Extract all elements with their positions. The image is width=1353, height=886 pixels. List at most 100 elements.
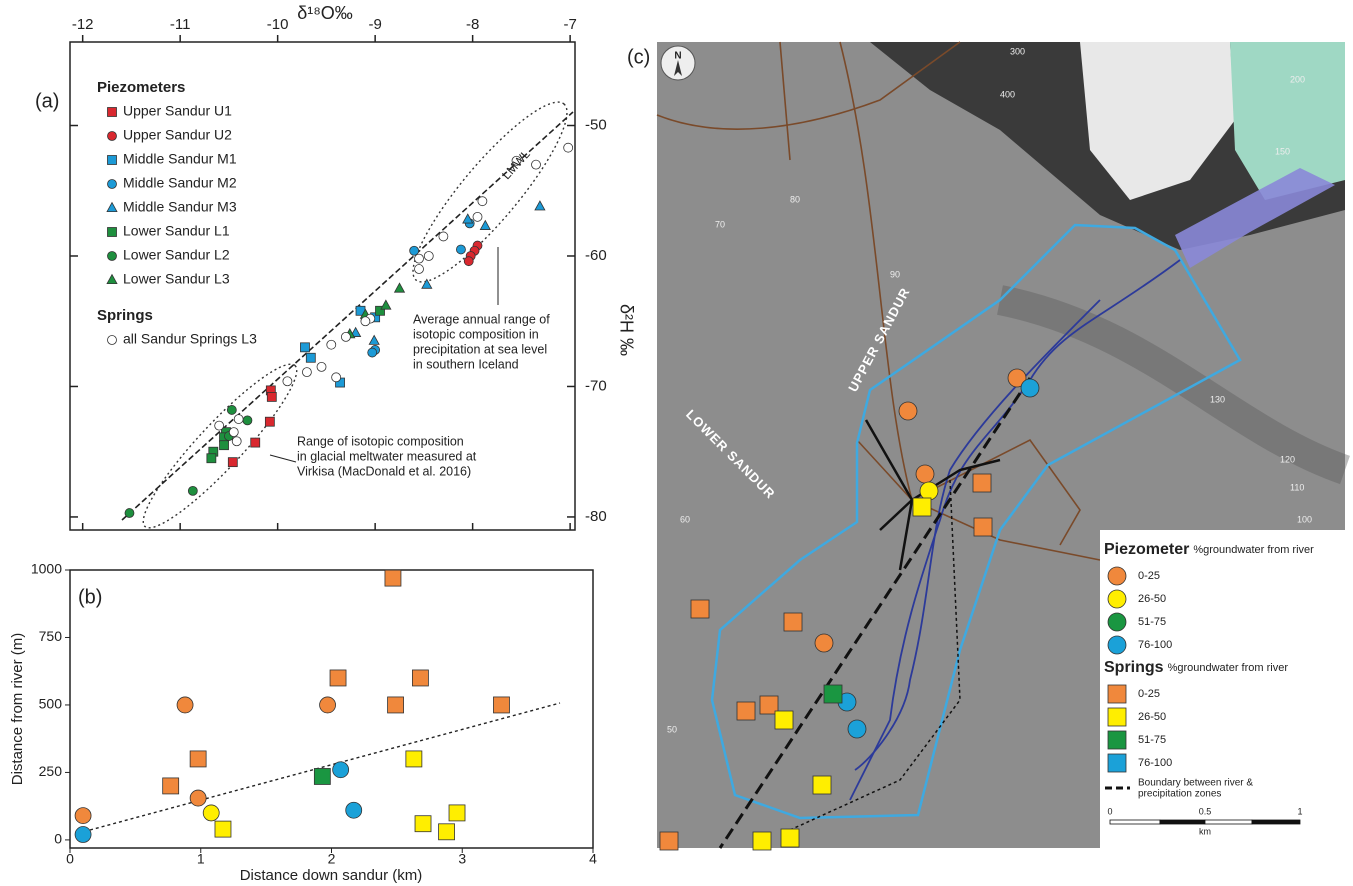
- circle-marker: [345, 801, 363, 819]
- map-marker: [736, 701, 756, 721]
- line-label: LMWL: [499, 147, 533, 182]
- triangle-marker: [106, 273, 118, 285]
- circle-marker: [463, 256, 474, 267]
- annotation: in southern Iceland: [413, 357, 519, 371]
- annotation: Average annual range of: [413, 312, 550, 326]
- north-arrow-head: [674, 60, 682, 76]
- glacier: [1230, 42, 1345, 200]
- legend-marker: [1107, 730, 1127, 750]
- contour-label: 90: [890, 269, 900, 279]
- legend-label: 26-50: [1138, 593, 1166, 605]
- circle-marker: [563, 142, 574, 153]
- legend-label: 51-75: [1138, 734, 1166, 746]
- legend-title: Springs: [1104, 659, 1164, 676]
- square-marker: [206, 453, 217, 464]
- x-tick-label: -8: [466, 16, 479, 33]
- triangle-marker: [421, 278, 433, 289]
- square-marker: [219, 440, 229, 451]
- panel-label: (a): [35, 90, 59, 112]
- legend-label: Lower Sandur L3: [123, 271, 230, 287]
- y-axis-label: Distance from river (m): [9, 633, 26, 786]
- circle-marker: [187, 485, 198, 496]
- square-marker: [162, 777, 180, 795]
- scale-bar: [1159, 819, 1206, 825]
- road: [839, 41, 1101, 561]
- map-marker: [915, 464, 935, 484]
- glacier-tongue: [1175, 168, 1335, 268]
- triangle-marker: [462, 213, 474, 224]
- circle-marker: [319, 696, 336, 714]
- circle-marker: [414, 253, 424, 264]
- circle-marker: [360, 316, 371, 327]
- circle-marker: [302, 367, 312, 378]
- circle-marker: [107, 251, 117, 261]
- x-tick-label: 2: [328, 851, 336, 867]
- circle-marker: [423, 251, 434, 261]
- legend-subtitle: %groundwater from river: [1168, 662, 1289, 674]
- triangle-marker: [534, 200, 546, 211]
- circle-marker: [107, 179, 117, 189]
- square-marker: [227, 457, 238, 468]
- spring-line: [789, 479, 961, 831]
- map-marker: [912, 497, 932, 517]
- triangle-marker: [393, 282, 406, 293]
- legend-label: Upper Sandur U1: [123, 103, 232, 119]
- river: [849, 259, 1181, 801]
- square-marker: [107, 107, 117, 117]
- legend-heading: Springs: [97, 307, 153, 324]
- square-marker: [493, 696, 510, 714]
- circle-marker: [231, 436, 242, 447]
- circle-marker: [409, 245, 420, 256]
- legend-label: Boundary between river &: [1138, 778, 1253, 789]
- contour-label: 60: [680, 514, 690, 524]
- square-marker: [412, 669, 429, 687]
- contour-label: 80: [790, 194, 800, 204]
- roads: [656, 41, 1101, 561]
- map-marker: [973, 517, 993, 537]
- circle-marker: [74, 807, 92, 825]
- legend-label: 0-25: [1138, 688, 1160, 700]
- triangle-marker: [380, 299, 392, 310]
- legend-label: 26-50: [1138, 711, 1166, 723]
- circle-marker: [233, 414, 244, 424]
- annotation: precipitation at sea level: [413, 342, 547, 356]
- circle-marker: [340, 331, 351, 342]
- triangle-marker: [368, 334, 380, 345]
- panel-label: (b): [78, 586, 102, 608]
- road: [656, 41, 961, 130]
- square-marker: [300, 342, 310, 353]
- moraine: [997, 285, 1350, 485]
- square-marker: [305, 352, 316, 363]
- map-marker: [812, 775, 832, 795]
- annotation: isotopic composition in: [413, 327, 539, 341]
- square-marker: [264, 416, 275, 427]
- legend-marker: [1107, 753, 1127, 773]
- x-tick-label: 4: [589, 851, 597, 867]
- circle-marker: [176, 696, 194, 714]
- legend-label: Middle Sandur M1: [123, 151, 237, 167]
- circle-marker: [326, 339, 337, 350]
- x-tick-label: 0: [66, 851, 74, 867]
- square-marker: [266, 392, 277, 402]
- contour-label: 120: [1280, 454, 1295, 464]
- x-axis-label: Distance down sandur (km): [240, 867, 423, 884]
- square-marker: [189, 750, 207, 768]
- snow: [1080, 42, 1235, 200]
- map-marker: [783, 612, 803, 632]
- y-tick-label: 750: [39, 628, 63, 644]
- legend-marker: [1107, 566, 1127, 586]
- circle-marker: [414, 264, 424, 274]
- x-tick-label: -9: [368, 16, 381, 33]
- circle-marker: [214, 420, 225, 431]
- square-marker: [250, 437, 261, 448]
- scale-label: 0.5: [1199, 806, 1212, 816]
- circle-marker: [472, 211, 483, 222]
- road: [779, 41, 791, 161]
- circle-marker: [226, 405, 237, 415]
- square-marker: [448, 804, 466, 822]
- circle-marker: [228, 427, 239, 438]
- precipitation-range: [412, 101, 568, 283]
- annotation-leader: [269, 454, 297, 463]
- map-marker: [659, 831, 679, 851]
- map-marker: [1007, 368, 1027, 388]
